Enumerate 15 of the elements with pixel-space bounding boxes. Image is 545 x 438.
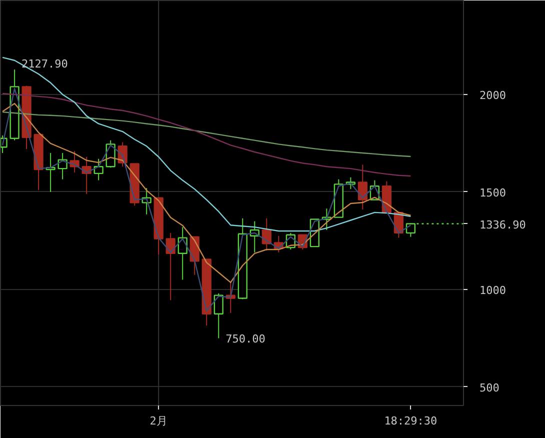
x-tick-label: 2月 — [150, 414, 168, 428]
line-series — [2, 92, 412, 177]
y-tick-label: 500 — [480, 381, 500, 394]
candlestick — [94, 158, 104, 181]
line-series — [2, 102, 412, 284]
x-tick-label: 18:29:30 — [384, 414, 438, 428]
ref-line-label: 1336.90 — [480, 218, 526, 232]
y-tick-label: 2000 — [480, 88, 506, 102]
annotation: 750.00 — [226, 332, 266, 346]
annotation: 2127.90 — [22, 58, 68, 71]
candlestick — [214, 292, 224, 339]
y-tick-label: 1000 — [480, 284, 506, 297]
candlestick — [358, 164, 368, 210]
line-series — [2, 111, 412, 158]
y-tick-label: 1500 — [480, 186, 506, 200]
